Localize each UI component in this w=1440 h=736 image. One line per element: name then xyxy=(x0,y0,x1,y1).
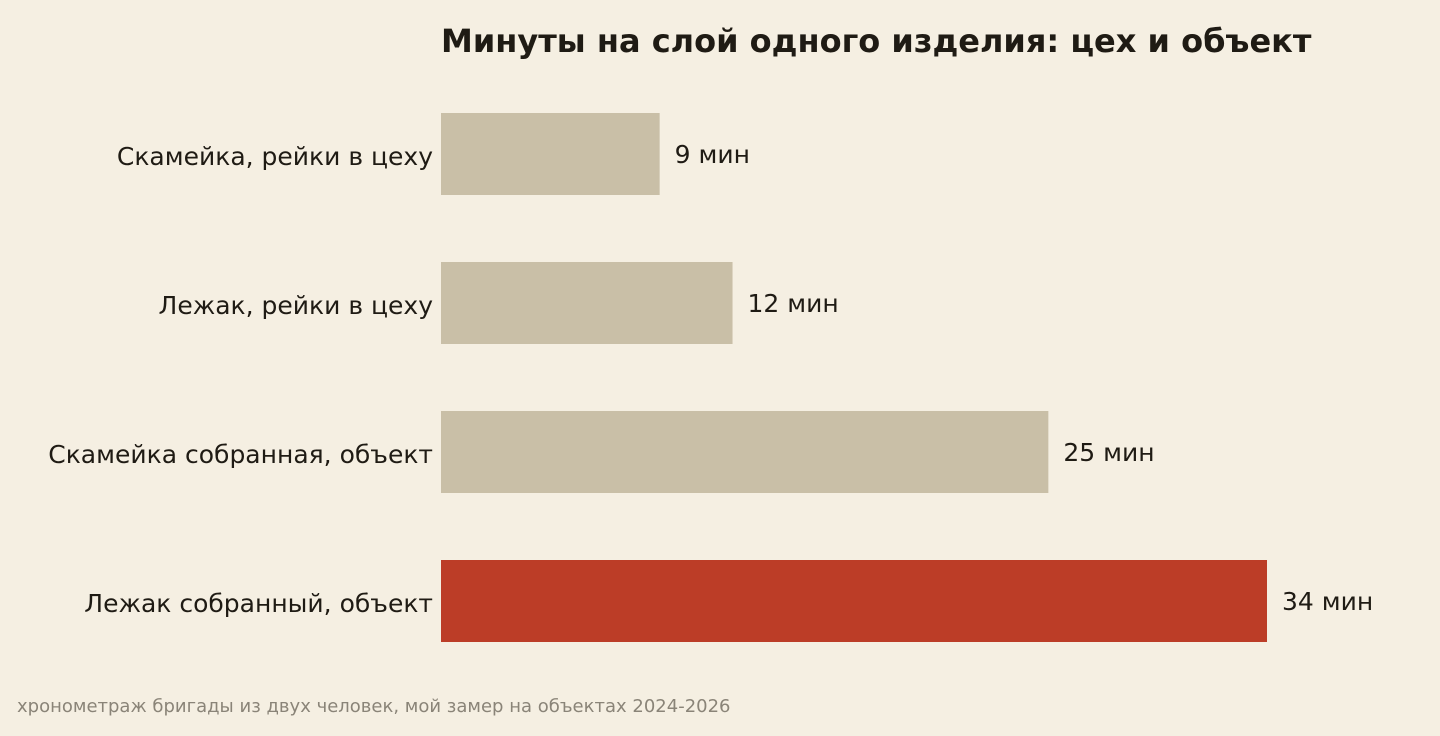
category-label-4: Лежак собранный, объект xyxy=(84,589,433,618)
bar-3 xyxy=(441,411,1049,493)
value-label-3: 25 мин xyxy=(1063,438,1154,467)
bars-group: Скамейка, рейки в цеху 9 мин Лежак, рейки … xyxy=(48,113,1373,642)
bar-4 xyxy=(441,560,1267,642)
footnote: хронометраж бригады из двух человек, мой… xyxy=(17,696,731,717)
category-label-1: Скамейка, рейки в цеху xyxy=(117,142,433,171)
value-label-1: 9 мин xyxy=(675,140,750,169)
category-label-3: Скамейка собранная, объект xyxy=(48,440,433,469)
value-label-4: 34 мин xyxy=(1282,587,1373,616)
value-label-2: 12 мин xyxy=(748,289,839,318)
bar-1 xyxy=(441,113,660,195)
category-label-2: Лежак, рейки в цеху xyxy=(159,291,434,320)
bar-2 xyxy=(441,262,733,344)
chart-title: Минуты на слой одного изделия: цех и объ… xyxy=(441,22,1312,60)
